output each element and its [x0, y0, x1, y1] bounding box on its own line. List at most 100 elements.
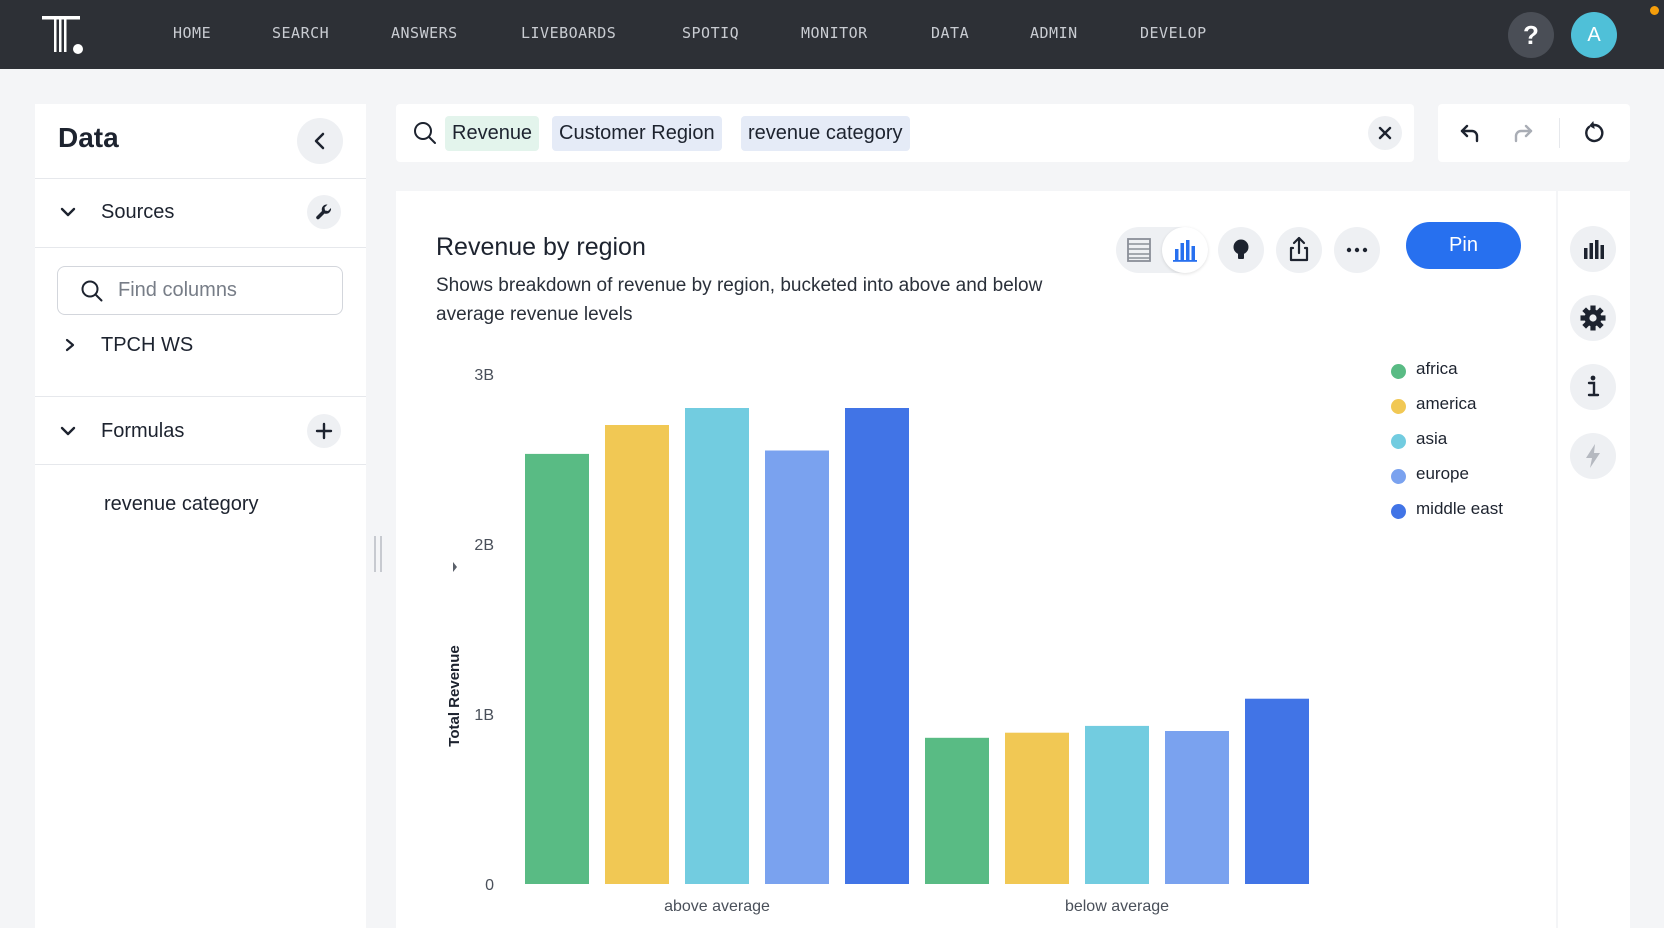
legend-swatch	[1391, 469, 1406, 484]
table-icon	[1127, 238, 1151, 262]
top-nav: HOME SEARCH ANSWERS LIVEBOARDS SPOTIQ MO…	[0, 0, 1664, 69]
settings-button[interactable]	[1570, 295, 1616, 341]
legend-item-america[interactable]: america	[1416, 394, 1477, 413]
bar-america-below-average[interactable]	[1005, 732, 1069, 884]
answer-title[interactable]: Revenue by region	[436, 233, 646, 261]
bar-chart-icon	[1173, 240, 1197, 262]
nav-admin[interactable]: ADMIN	[1030, 24, 1078, 42]
y-axis-title[interactable]: Total Revenue	[446, 645, 463, 746]
y-tick-label: 0	[485, 877, 494, 894]
info-button[interactable]	[1570, 364, 1616, 410]
search-token-revenue[interactable]: Revenue	[445, 116, 540, 151]
bar-europe-above-average[interactable]	[765, 450, 829, 885]
legend-swatch	[1391, 504, 1406, 519]
bar-america-above-average[interactable]	[605, 425, 669, 884]
add-formula-button[interactable]	[307, 414, 341, 448]
divider	[35, 464, 366, 465]
close-icon	[1378, 126, 1392, 140]
bar-middle-east-below-average[interactable]	[1245, 698, 1309, 884]
bar-middle-east-above-average[interactable]	[845, 408, 909, 884]
search-icon	[414, 122, 436, 144]
pin-button[interactable]: Pin	[1406, 222, 1521, 269]
nav-search[interactable]: SEARCH	[272, 24, 330, 42]
redo-icon[interactable]	[1511, 121, 1535, 145]
lightbulb-icon	[1233, 239, 1249, 259]
undo-icon[interactable]	[1458, 121, 1482, 145]
legend-item-middle-east[interactable]: middle east	[1416, 499, 1503, 518]
search-icon	[81, 280, 103, 302]
divider	[1559, 118, 1560, 148]
reset-icon[interactable]	[1581, 120, 1607, 146]
divider	[35, 178, 366, 179]
panel-resize-handle[interactable]	[374, 536, 382, 572]
legend-swatch	[1391, 434, 1406, 449]
search-bar[interactable]: Revenue Customer Region revenue category	[396, 104, 1414, 162]
lightning-icon	[1586, 444, 1600, 468]
lightning-button[interactable]	[1570, 433, 1616, 479]
answer-description[interactable]: Shows breakdown of revenue by region, bu…	[436, 275, 1043, 325]
chevron-right-icon	[65, 338, 75, 352]
divider	[35, 247, 366, 248]
nav-spotiq[interactable]: SPOTIQ	[682, 24, 740, 42]
formula-item[interactable]: revenue category	[104, 493, 259, 515]
nav-data[interactable]: DATA	[931, 24, 970, 42]
history-controls	[1438, 104, 1630, 162]
chevron-down-icon	[60, 426, 76, 436]
data-panel: Data Sources TPCH WS Formula	[35, 104, 366, 928]
gear-icon	[1580, 305, 1606, 331]
legend-swatch	[1391, 364, 1406, 379]
bar-europe-below-average[interactable]	[1165, 731, 1229, 884]
info-icon	[1587, 375, 1600, 397]
search-token-customer-region[interactable]: Customer Region	[552, 116, 722, 151]
user-avatar[interactable]: A	[1571, 12, 1617, 58]
chevron-left-icon	[314, 132, 325, 150]
y-tick-label: 1B	[474, 707, 494, 724]
legend-item-europe[interactable]: europe	[1416, 464, 1469, 483]
legend-swatch	[1391, 399, 1406, 414]
bar-chart: 0 1B 2B 3B above average below average Total…	[446, 367, 1309, 915]
bar-africa-above-average[interactable]	[525, 453, 589, 884]
legend-item-africa[interactable]: africa	[1416, 359, 1458, 378]
x-tick-label: below average	[1065, 898, 1169, 915]
divider	[35, 396, 366, 397]
right-rail	[1558, 191, 1630, 928]
answer-card: Revenue by region Shows breakdown of rev…	[396, 191, 1556, 928]
find-columns-input[interactable]	[118, 279, 328, 302]
nav-monitor[interactable]: MONITOR	[801, 24, 868, 42]
share-icon	[1289, 236, 1309, 262]
thoughtspot-logo[interactable]	[40, 14, 86, 56]
bar-asia-above-average[interactable]	[685, 408, 749, 884]
help-button[interactable]: ?	[1508, 12, 1554, 58]
formulas-label: Formulas	[101, 420, 185, 442]
more-options-button[interactable]	[1334, 227, 1380, 273]
legend-item-asia[interactable]: asia	[1416, 429, 1448, 448]
bar-asia-below-average[interactable]	[1085, 725, 1149, 884]
nav-develop[interactable]: DEVELOP	[1140, 24, 1207, 42]
change-visualization-button[interactable]	[1570, 226, 1616, 272]
collapse-panel-button[interactable]	[297, 118, 343, 164]
nav-answers[interactable]: ANSWERS	[391, 24, 458, 42]
spotiq-insights-button[interactable]	[1218, 227, 1264, 273]
manage-sources-button[interactable]	[307, 195, 341, 229]
nav-home[interactable]: HOME	[173, 24, 212, 42]
axis-menu-caret-icon[interactable]	[453, 562, 457, 572]
clear-search-button[interactable]	[1368, 116, 1402, 150]
panel-title: Data	[58, 122, 119, 153]
sources-label: Sources	[101, 201, 175, 223]
chevron-down-icon	[60, 207, 76, 217]
find-columns-field[interactable]	[57, 266, 343, 315]
y-tick-label: 2B	[474, 537, 494, 554]
view-toggle	[1116, 227, 1208, 273]
source-name: TPCH WS	[101, 334, 194, 356]
search-token-revenue-category[interactable]: revenue category	[741, 116, 910, 151]
table-view-button[interactable]	[1116, 227, 1162, 273]
y-tick-label: 3B	[474, 367, 494, 384]
bar-africa-below-average[interactable]	[925, 737, 989, 884]
wrench-icon	[316, 204, 332, 220]
notification-dot	[1650, 6, 1659, 15]
share-button[interactable]	[1276, 227, 1322, 273]
chart-view-button[interactable]	[1162, 227, 1208, 273]
nav-liveboards[interactable]: LIVEBOARDS	[521, 24, 617, 42]
more-icon	[1346, 247, 1368, 253]
plus-icon	[315, 422, 333, 440]
